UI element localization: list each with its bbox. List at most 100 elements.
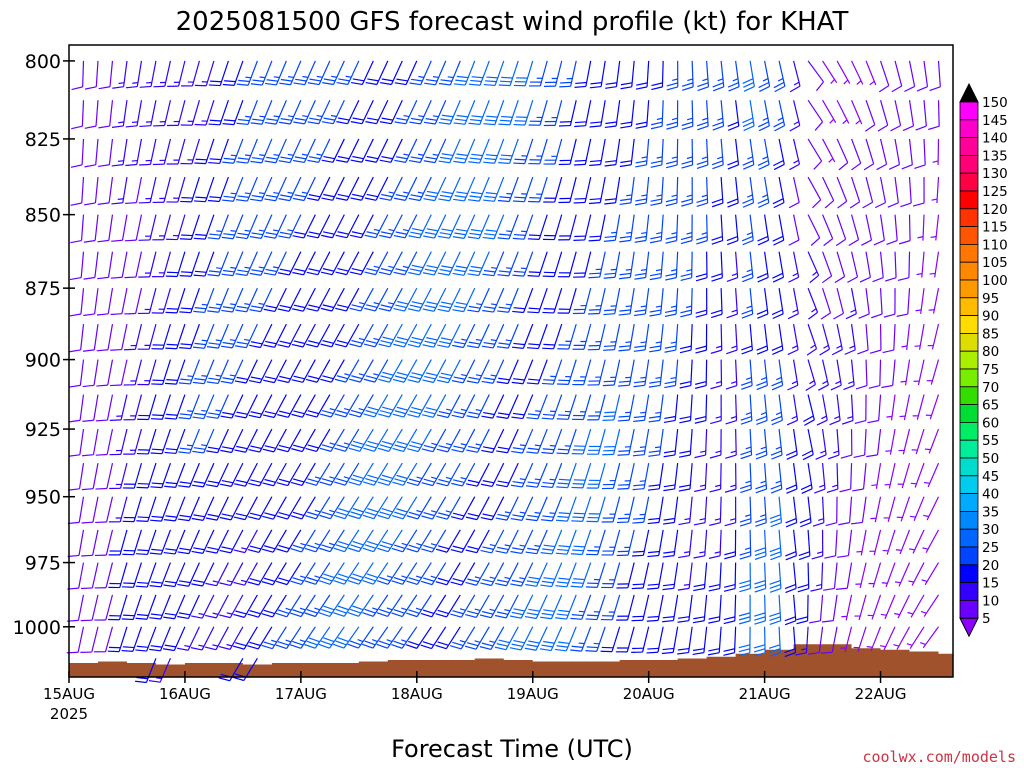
colorbar-label: 90 [982,309,999,325]
wind-barb [307,138,331,163]
wind-barb [451,428,476,453]
wind-barb [558,176,577,204]
wind-barb [605,60,621,89]
wind-barb [423,176,447,202]
wind-barb [586,428,606,455]
wind-barb [84,100,99,129]
colorbar-segment [959,101,979,121]
wind-barb [111,138,128,167]
wind-barb [526,323,548,350]
wind-barb [603,288,621,316]
wind-barb [348,529,374,553]
wind-barb [868,359,882,389]
colorbar-segment [959,475,979,494]
wind-barb [465,594,490,618]
wind-barb [276,496,302,520]
wind-barb [435,529,461,553]
colorbar-label: 40 [982,487,999,503]
wind-barb [512,176,534,203]
wind-barb [588,251,606,279]
wind-barb [836,138,849,171]
wind-barb [333,496,360,520]
wind-barb [587,394,606,421]
wind-barb [558,138,577,166]
wind-barb [67,562,85,590]
wind-barb [391,626,418,649]
wind-barb [247,496,273,520]
wind-barb [586,496,606,523]
wind-barb [789,60,801,93]
x-axis: 15AUG 2025 16AUG 17AUG 18AUG 19AUG 20AUG 21AUG 2… [43,671,907,723]
wind-barb [848,214,860,247]
wind-barb [930,214,940,241]
wind-barb [542,251,563,278]
wind-barb [468,138,490,164]
wind-barb [589,60,606,89]
wind-barb [480,496,505,521]
wind-barb [753,626,766,657]
wind-barb [861,214,873,246]
wind-barb [248,359,273,384]
wind-barb [888,138,901,170]
wind-barb [480,562,505,587]
wind-barb [148,658,171,683]
wind-barb [635,60,650,90]
wind-barb [909,529,925,554]
wind-barb [222,138,244,164]
wind-barb [680,288,693,318]
wind-barb [885,251,897,282]
wind-barb [452,287,476,313]
wind-barb [769,594,782,626]
wind-barb [291,394,316,418]
wind-barb [466,462,490,487]
wind-barb [865,100,876,132]
wind-barb [789,138,801,171]
wind-barb [250,138,273,164]
wind-barb [677,626,693,655]
wind-barb [307,99,331,125]
wind-barb [94,594,114,621]
wind-barb [726,251,739,282]
wind-barb [620,100,635,129]
wind-barb [866,626,882,652]
wind-barb [292,138,316,164]
wind-barb [841,394,854,425]
wind-barb [364,251,389,276]
wind-barb [589,100,606,128]
wind-barb [883,496,896,522]
wind-barb [681,177,693,207]
wind-barb [406,529,432,553]
wind-barb [786,394,799,426]
wind-barb [799,496,812,528]
wind-barb [679,324,693,354]
wind-barb [834,251,846,284]
wind-barb [711,138,724,170]
wind-barb [723,562,737,592]
wind-barb [407,287,432,312]
wind-barb [604,138,621,167]
wind-barb [264,99,287,125]
wind-barb [194,176,215,203]
wind-barb [496,428,519,454]
wind-barb [391,562,418,585]
wind-barb [305,428,331,453]
wind-barb [153,100,172,127]
wind-barb [71,100,85,130]
wind-barb [153,60,172,88]
wind-barb [465,496,490,521]
wind-barb [820,287,832,320]
wind-barb [839,463,853,493]
wind-barb [304,562,331,585]
wind-barb [406,562,432,586]
wind-barb [665,177,679,207]
wind-barb [408,251,432,276]
wind-barb [220,462,244,487]
colorbar-segment [959,226,979,245]
wind-barb [835,214,847,247]
wind-barb [222,100,244,126]
wind-barb [709,496,722,526]
wind-barb [822,176,835,209]
wind-barb [807,138,823,170]
colorbar-label: 100 [982,273,1008,289]
wind-barb [234,428,258,453]
